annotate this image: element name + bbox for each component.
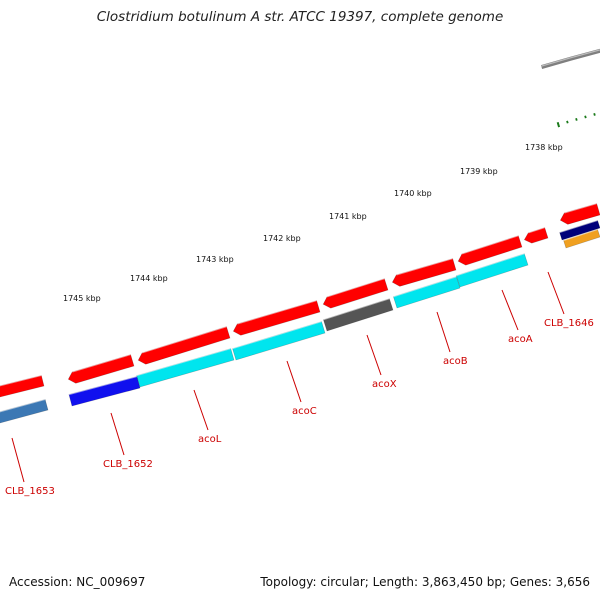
gene-navy-shine: [559, 219, 598, 234]
genome-backbone: [540, 48, 600, 69]
kbp-label: 1742 kbp: [263, 234, 301, 243]
kbp-label: 1740 kbp: [394, 189, 432, 198]
inner-scale-ticks: [556, 112, 596, 128]
gene-orange-shine: [563, 228, 598, 242]
gene-cyan-shine: [136, 347, 231, 377]
inner-tick: [584, 115, 587, 119]
gene-cyan-shine: [456, 252, 525, 277]
gene-red-shine: [326, 277, 385, 298]
gene-red-shine: [72, 353, 131, 373]
gene-features: [0, 202, 600, 424]
inner-tick: [575, 118, 578, 121]
leader-line: [286, 360, 302, 403]
outer-scale-ticks: [518, 0, 600, 76]
leader-line: [193, 389, 209, 431]
kbp-label: 1739 kbp: [460, 167, 498, 176]
inner-tick: [593, 112, 596, 116]
label-leader-lines: [11, 271, 565, 483]
map-title: Clostridium botulinum A str. ATCC 19397,…: [96, 9, 504, 25]
gene-red-shine: [396, 257, 453, 276]
kbp-label: 1741 kbp: [329, 212, 367, 221]
accession-text: Accession: NC_009697: [9, 575, 146, 589]
gene-steel-shine: [0, 398, 46, 413]
gene-label-clb-1646[interactable]: CLB_1646: [544, 318, 594, 329]
gene-grey-shine: [323, 297, 390, 321]
gene-red-shine: [528, 226, 545, 234]
inner-tick: [556, 121, 561, 128]
kbp-label: 1744 kbp: [130, 274, 168, 283]
gene-label-acol[interactable]: acoL: [198, 434, 222, 445]
backbone-arc: [540, 48, 600, 69]
topology-text: Topology: circular; Length: 3,863,450 bp…: [260, 575, 590, 589]
leader-line: [436, 311, 451, 353]
kbp-label: 1738 kbp: [525, 143, 563, 152]
gene-label-clb-1653[interactable]: CLB_1653: [5, 486, 55, 497]
leader-line: [501, 289, 519, 331]
gene-steel: [0, 399, 49, 424]
gene-label-acoa[interactable]: acoA: [508, 334, 533, 345]
kbp-label: 1745 kbp: [63, 294, 101, 303]
gene-red-shine: [0, 374, 42, 387]
gene-label-acox[interactable]: acoX: [372, 379, 397, 390]
gene-cyan-shine: [232, 320, 322, 350]
gene-red-shine: [461, 234, 519, 255]
gene-red-shine: [237, 299, 317, 325]
gene-red: [0, 374, 45, 398]
leader-line: [11, 437, 25, 483]
inner-tick: [566, 120, 569, 124]
gene-blue-shine: [68, 375, 138, 396]
gene-red-shine: [141, 325, 227, 354]
leader-line: [366, 334, 382, 376]
backbone-highlight: [541, 49, 600, 67]
gene-red-shine: [564, 202, 597, 214]
gene-label-acob[interactable]: acoB: [443, 356, 468, 367]
leader-line: [110, 412, 125, 456]
leader-line: [547, 271, 565, 315]
gene-red: [67, 354, 135, 384]
gene-label-clb-1652[interactable]: CLB_1652: [103, 459, 153, 470]
gene-label-acoc[interactable]: acoC: [292, 406, 317, 417]
gene-cyan-shine: [393, 275, 457, 298]
kbp-label: 1743 kbp: [196, 255, 234, 264]
